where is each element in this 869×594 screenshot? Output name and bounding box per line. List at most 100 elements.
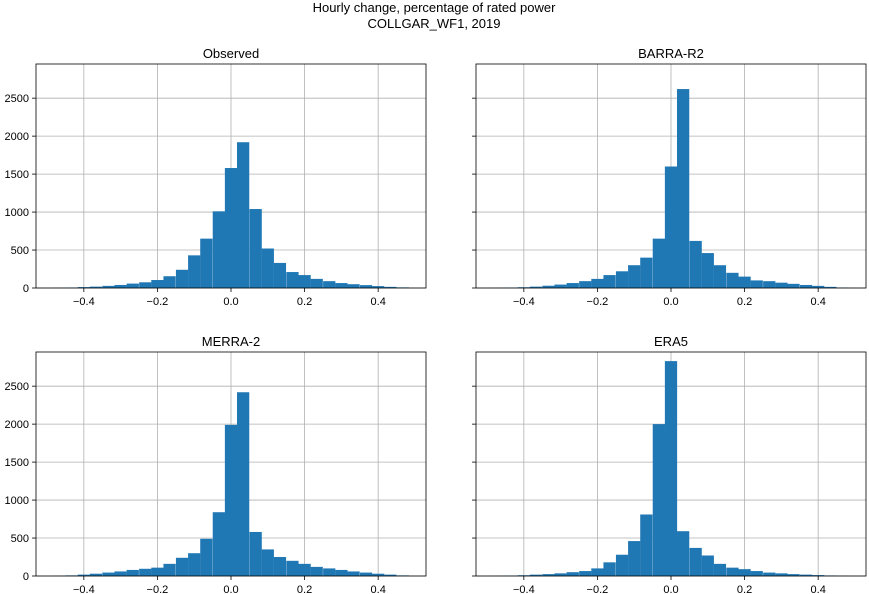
subplot-era5: ERA5 −0.4 −0.2 0.0 0.2 0.4 [472, 334, 867, 594]
histogram-bar [640, 257, 653, 288]
x-tick-label: −0.4 [73, 296, 95, 308]
histogram-bar [554, 573, 567, 576]
histogram-bar [249, 531, 262, 576]
histogram-bar [139, 282, 152, 288]
subplot-merra-2: MERRA-2 −0.4 −0.2 0.0 0.2 0.4 0 500 1000 1500 2000… [5, 334, 427, 594]
histogram-bar [554, 284, 567, 288]
histogram-bar [603, 275, 616, 288]
x-tick-label: 0.4 [811, 584, 826, 594]
y-tick-label: 500 [11, 533, 29, 545]
histogram-bar [163, 563, 176, 576]
x-tick-label: −0.2 [587, 584, 609, 594]
x-tick-label: 0.0 [663, 296, 678, 308]
histogram-bar [261, 248, 274, 288]
x-tick-label: −0.2 [147, 296, 169, 308]
x-tick-label: 0.2 [737, 296, 752, 308]
histogram-bar [738, 569, 751, 576]
y-tick-label: 1500 [5, 169, 29, 181]
histogram-bar [529, 286, 543, 288]
histogram-bar [286, 272, 299, 288]
histogram-bar [347, 284, 360, 288]
histogram-bar [689, 240, 702, 288]
histogram-bar [273, 262, 287, 288]
histogram-bar [77, 574, 90, 576]
histogram-bar [273, 557, 287, 576]
histogram-bar [200, 538, 213, 576]
histogram-bar [713, 563, 727, 576]
histogram-bar [566, 572, 579, 576]
histogram-bar [591, 568, 604, 576]
histogram-bar [652, 238, 665, 288]
histogram-bar [126, 283, 139, 288]
histogram-bar [114, 284, 127, 288]
histogram-bar [384, 574, 397, 576]
histogram-bar [359, 285, 373, 288]
histogram-bar [812, 575, 825, 576]
histogram-bar [542, 285, 555, 288]
histogram-bar [542, 574, 555, 576]
histogram-bar [640, 514, 653, 576]
histogram-bar [102, 285, 115, 288]
histogram-bar [591, 278, 604, 288]
histogram-bar [579, 571, 592, 576]
histogram-bar [787, 574, 800, 576]
histogram-bar [212, 512, 225, 576]
y-tick-label: 2500 [5, 93, 29, 105]
histogram-bar [726, 567, 739, 576]
subplot-title: MERRA-2 [202, 334, 261, 349]
histogram-bar [286, 560, 299, 576]
histogram-bar [384, 286, 397, 288]
histogram-bar [750, 280, 763, 288]
histogram-bar [310, 566, 323, 576]
histogram-bar [628, 265, 641, 288]
histogram-bar [298, 275, 311, 288]
histogram-bar [212, 211, 225, 288]
x-tick-label: −0.4 [513, 296, 535, 308]
histogram-bar [139, 568, 152, 576]
x-tick-label: 0.2 [297, 296, 312, 308]
y-tick-label: 0 [23, 571, 29, 583]
histogram-bar [787, 283, 800, 288]
histogram-bar [701, 555, 714, 576]
subplot-title: Observed [203, 46, 259, 61]
histogram-bar [372, 573, 385, 576]
histogram-bar [102, 572, 115, 576]
x-tick-label: 0.0 [223, 296, 238, 308]
histogram-bar [151, 280, 164, 288]
histogram-bar [114, 571, 127, 576]
histogram-bar [701, 253, 714, 288]
histogram-bar [726, 272, 739, 288]
histogram-bar [824, 286, 837, 288]
histogram-bar [151, 567, 164, 576]
y-tick-label: 1000 [5, 207, 29, 219]
histogram-bar [664, 361, 678, 576]
histogram-bar [323, 568, 336, 576]
x-tick-label: −0.2 [587, 296, 609, 308]
x-tick-label: 0.2 [297, 584, 312, 594]
x-tick-label: −0.4 [513, 584, 535, 594]
y-tick-label: 0 [23, 283, 29, 295]
histogram-bar [799, 574, 813, 576]
y-tick-label: 2500 [5, 381, 29, 393]
histogram-bar [310, 278, 323, 288]
histogram-bar [664, 166, 678, 288]
x-tick-label: 0.4 [371, 296, 386, 308]
histogram-bar [763, 281, 776, 288]
histogram-bar [713, 265, 727, 288]
histogram-bar [652, 424, 665, 576]
x-tick-label: −0.4 [73, 584, 95, 594]
histogram-bar [750, 571, 763, 576]
histogram-bar [126, 569, 139, 576]
histogram-bar [347, 571, 360, 576]
x-tick-label: −0.2 [147, 584, 169, 594]
subplot-barra-r2: BARRA-R2 −0.4 −0.2 0.0 0.2 0.4 [472, 46, 867, 308]
histogram-bar [323, 281, 336, 288]
x-tick-label: 0.4 [811, 296, 826, 308]
subplot-title: ERA5 [654, 334, 688, 349]
subplot-observed: Observed −0.4 −0.2 0.0 0.2 0.4 0 500 1000 1500 200… [5, 46, 427, 308]
histogram-bar [237, 392, 250, 576]
y-tick-label: 1000 [5, 495, 29, 507]
histogram-bar [188, 255, 201, 288]
figure-title-line2: COLLGAR_WF1, 2019 [368, 16, 501, 31]
